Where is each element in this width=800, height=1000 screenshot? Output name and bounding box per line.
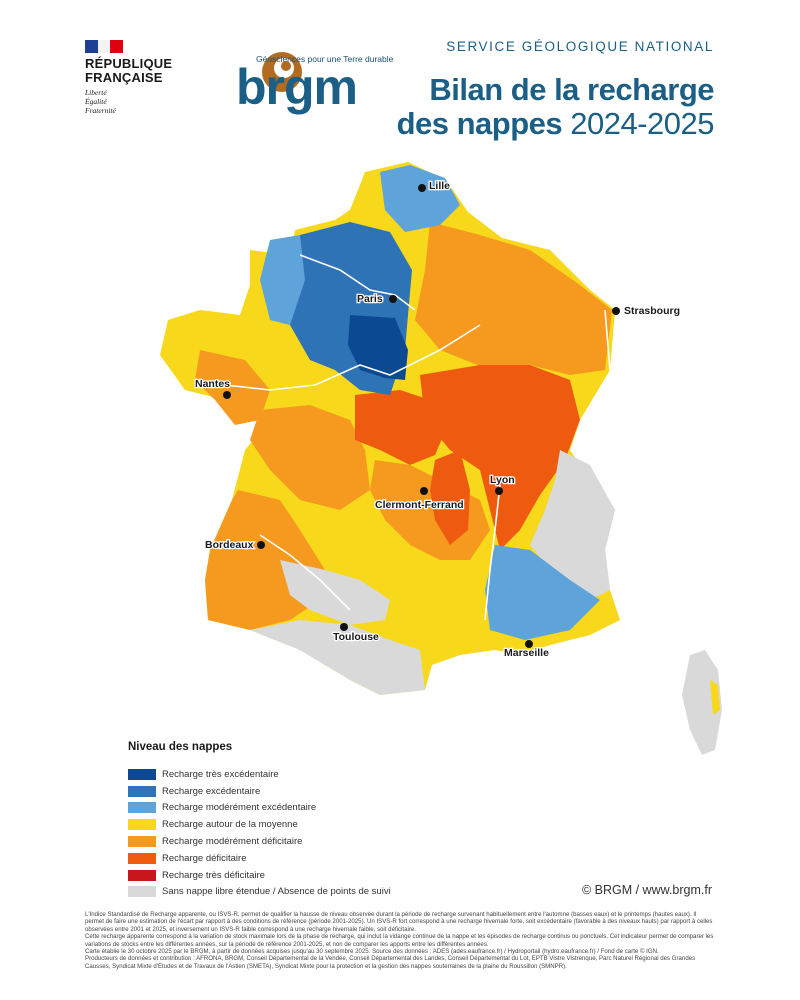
legend-item-moderement-deficitaire: Recharge modérément déficitaire <box>128 833 391 850</box>
city-clermont-ferrand: Clermont-Ferrand <box>375 499 464 511</box>
region-massif-core <box>430 450 470 545</box>
legend-swatch <box>128 802 156 814</box>
legend-item-sans-nappe: Sans nappe libre étendue / Absence de po… <box>128 884 391 901</box>
footnote-p2: Cette recharge apparente correspond à la… <box>85 933 714 948</box>
region-normandy <box>260 235 305 325</box>
motto-liberte: Liberté <box>85 88 107 97</box>
footnote: L'Indice Standardisé de Recharge apparen… <box>85 911 717 970</box>
city-markers: Lille Paris Strasbourg Nantes Lyon Clerm… <box>194 179 682 661</box>
city-dot-clermont <box>420 487 428 495</box>
river-garonne <box>259 534 351 611</box>
legend-item-excedentaire: Recharge excédentaire <box>128 783 391 800</box>
brgm-tagline: Géosciences pour une Terre durable <box>256 54 394 64</box>
city-lyon: Lyon <box>490 474 515 486</box>
city-dot-lille <box>418 184 426 192</box>
city-dot-bordeaux <box>257 541 265 549</box>
city-bordeaux: Bordeaux <box>205 539 254 551</box>
legend-swatch <box>128 852 156 864</box>
city-dot-lyon <box>495 487 503 495</box>
legend: Recharge très excédentaire Recharge excé… <box>128 766 391 900</box>
city-marseille: Marseille <box>504 647 549 659</box>
legend-swatch <box>128 819 156 831</box>
river-loire <box>224 324 481 391</box>
region-corsica-east <box>710 680 720 715</box>
title-line1: Bilan de la recharge <box>429 72 714 107</box>
legend-item-deficitaire: Recharge déficitaire <box>128 850 391 867</box>
republic-line1: RÉPUBLIQUE <box>85 56 173 71</box>
legend-item-moyenne: Recharge autour de la moyenne <box>128 816 391 833</box>
city-lille: Lille <box>429 180 450 192</box>
region-north <box>380 165 460 232</box>
footnote-p4: Producteurs de données et contribution :… <box>85 955 696 970</box>
legend-swatch <box>128 785 156 797</box>
map-regions <box>160 162 722 755</box>
city-dot-marseille <box>525 640 533 648</box>
region-pyrenees-grey <box>250 620 425 695</box>
footnote-p3: Carte établie le 30 octobre 2025 par le … <box>85 948 659 956</box>
city-paris: Paris <box>357 293 383 305</box>
motto-fraternite: Fraternité <box>85 106 116 115</box>
city-dot-nantes <box>223 391 231 399</box>
legend-swatch <box>128 869 156 881</box>
brgm-wordmark: brgm <box>236 59 358 115</box>
region-provence <box>485 545 600 640</box>
copyright: © BRGM / www.brgm.fr <box>581 883 712 897</box>
legend-item-moderement-excedentaire: Recharge modérément excédentaire <box>128 800 391 817</box>
france-recharge-map: Lille Paris Strasbourg Nantes Lyon Clerm… <box>160 162 722 755</box>
city-dot-strasbourg <box>612 307 620 315</box>
title-year: 2024-2025 <box>570 106 714 141</box>
service-label: SERVICE GÉOLOGIQUE NATIONAL <box>446 39 714 54</box>
region-northeast <box>415 222 612 375</box>
title-line2: des nappes 2024-2025 <box>396 106 715 142</box>
motto-egalite: Égalité <box>85 97 107 106</box>
rivers <box>224 254 611 621</box>
legend-item-tres-excedentaire: Recharge très excédentaire <box>128 766 391 783</box>
legend-swatch <box>128 886 156 898</box>
legend-swatch <box>128 836 156 848</box>
river-rhin <box>604 309 611 371</box>
republic-line2: FRANÇAISE <box>85 70 163 85</box>
region-burgundy-deficit <box>420 365 580 550</box>
brgm-symbol-icon <box>262 52 302 92</box>
city-strasbourg: Strasbourg <box>624 305 680 317</box>
region-west-orange <box>195 350 270 425</box>
legend-title: Niveau des nappes <box>128 741 233 753</box>
region-paris-strong <box>348 315 408 380</box>
title-line2-bold: des nappes <box>396 106 563 141</box>
city-dot-paris <box>389 295 397 303</box>
footnote-p1: L'Indice Standardisé de Recharge apparen… <box>85 911 713 933</box>
river-rhone <box>484 484 501 621</box>
legend-swatch <box>128 768 156 780</box>
legend-item-tres-deficitaire: Recharge très déficitaire <box>128 867 391 884</box>
city-nantes: Nantes <box>195 378 230 390</box>
region-corsica <box>682 650 722 755</box>
river-seine <box>299 254 416 311</box>
city-dot-toulouse <box>340 623 348 631</box>
region-poitou <box>250 405 370 510</box>
republique-francaise-logo: RÉPUBLIQUE FRANÇAISE Liberté Égalité Fra… <box>85 40 195 115</box>
marianne-flag-icon <box>85 40 124 53</box>
region-garonne-grey <box>280 560 390 625</box>
city-toulouse: Toulouse <box>333 631 379 643</box>
